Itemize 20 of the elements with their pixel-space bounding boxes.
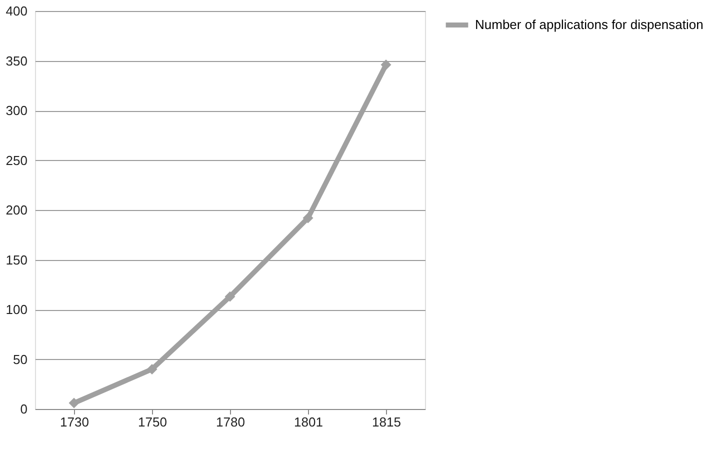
y-tick-label: 150 bbox=[6, 252, 28, 268]
point bbox=[146, 364, 158, 374]
x-tick-label: 1780 bbox=[216, 414, 245, 430]
point bbox=[224, 291, 236, 302]
y-tick-label: 300 bbox=[6, 103, 28, 118]
point bbox=[68, 398, 80, 408]
y-tick-label: 250 bbox=[6, 152, 28, 168]
y-tick-label: 200 bbox=[6, 202, 28, 218]
x-tick-label: 1750 bbox=[138, 414, 167, 430]
y-tick-label: 350 bbox=[6, 53, 28, 68]
x-tick-label: 1730 bbox=[60, 414, 89, 430]
point bbox=[380, 59, 392, 70]
y-tick-label: 0 bbox=[20, 402, 28, 416]
x-tick-label: 1801 bbox=[294, 414, 323, 430]
x-tick-label: 1815 bbox=[372, 414, 401, 430]
point bbox=[302, 212, 314, 224]
y-tick-label: 50 bbox=[13, 352, 28, 367]
y-tick-label: 400 bbox=[6, 4, 28, 18]
y-tick-label: 100 bbox=[6, 302, 28, 317]
legend-label: Number of applications for dispensation bbox=[475, 17, 704, 32]
